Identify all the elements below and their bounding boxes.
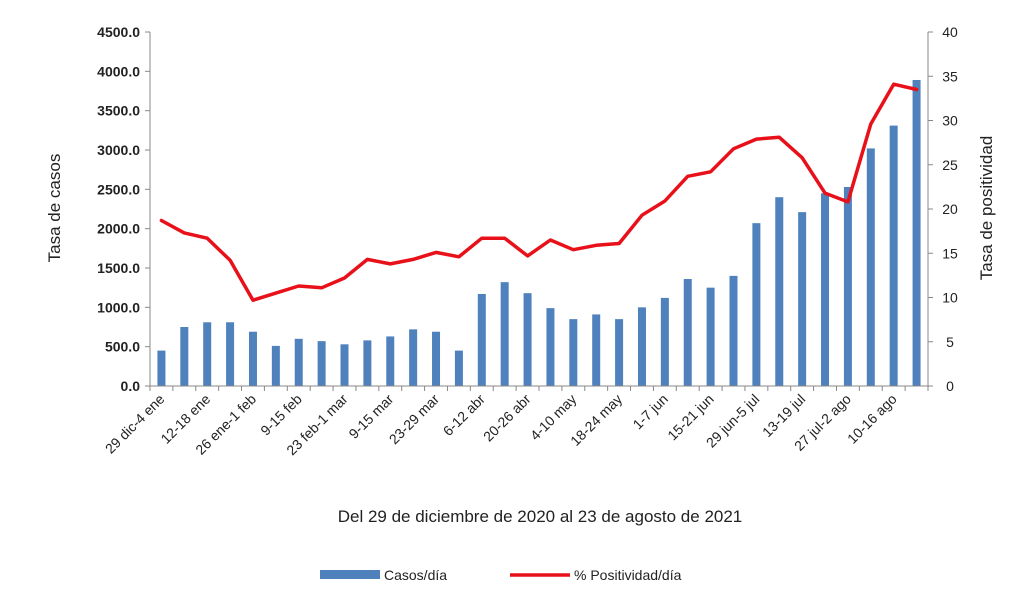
- left-tick-label: 2000.0: [97, 221, 140, 237]
- left-tick-label: 4500.0: [97, 24, 140, 40]
- left-tick-label: 3500.0: [97, 103, 140, 119]
- bar-casos: [363, 340, 371, 386]
- right-tick-label: 10: [942, 290, 958, 306]
- right-tick-label: 20: [942, 201, 958, 217]
- y-axis-left-title: Tasa de casos: [45, 154, 64, 263]
- bar-casos: [913, 80, 921, 386]
- right-tick-label: 15: [942, 245, 958, 261]
- y-axis-right-title: Tasa de positividad: [977, 136, 996, 281]
- bar-casos: [844, 187, 852, 386]
- bar-casos: [386, 336, 394, 386]
- bar-casos: [272, 346, 280, 386]
- x-axis-title: Del 29 de diciembre de 2020 al 23 de ago…: [338, 507, 743, 526]
- legend-swatch-casos: [320, 570, 380, 579]
- bar-casos: [798, 212, 806, 386]
- bar-casos: [752, 223, 760, 386]
- bar-casos: [524, 293, 532, 386]
- left-tick-label: 2500.0: [97, 181, 140, 197]
- right-tick-label: 35: [942, 68, 958, 84]
- right-tick-label: 40: [942, 24, 958, 40]
- bar-casos: [684, 279, 692, 386]
- bar-casos: [661, 298, 669, 386]
- left-tick-label: 1000.0: [97, 299, 140, 315]
- bar-casos: [226, 322, 234, 386]
- left-tick-label: 500.0: [105, 339, 140, 355]
- bar-casos: [203, 322, 211, 386]
- bar-casos: [157, 351, 165, 386]
- bar-casos: [455, 351, 463, 386]
- bar-casos: [546, 308, 554, 386]
- bar-casos: [867, 148, 875, 386]
- left-tick-label: 1500.0: [97, 260, 140, 276]
- bar-casos: [341, 344, 349, 386]
- left-tick-label: 4000.0: [97, 63, 140, 79]
- right-tick-label: 5: [946, 334, 954, 350]
- bar-casos: [409, 329, 417, 386]
- bar-casos: [432, 332, 440, 386]
- bar-casos: [180, 327, 188, 386]
- left-tick-label: 3000.0: [97, 142, 140, 158]
- right-tick-label: 30: [942, 113, 958, 129]
- bar-casos: [775, 197, 783, 386]
- bar-casos: [890, 126, 898, 386]
- right-tick-label: 25: [942, 157, 958, 173]
- bar-casos: [295, 339, 303, 386]
- bar-casos: [478, 294, 486, 386]
- legend-label-positividad: % Positividad/día: [574, 567, 682, 583]
- bar-casos: [249, 332, 257, 386]
- legend-label-casos: Casos/día: [384, 567, 447, 583]
- bar-casos: [707, 288, 715, 386]
- bar-casos: [638, 307, 646, 386]
- bar-casos: [592, 314, 600, 386]
- left-tick-label: 0.0: [121, 378, 141, 394]
- bar-casos: [318, 341, 326, 386]
- bar-casos: [501, 282, 509, 386]
- right-tick-label: 0: [946, 378, 954, 394]
- bar-casos: [730, 276, 738, 386]
- bar-casos: [615, 319, 623, 386]
- bar-casos: [569, 319, 577, 386]
- bar-casos: [821, 193, 829, 386]
